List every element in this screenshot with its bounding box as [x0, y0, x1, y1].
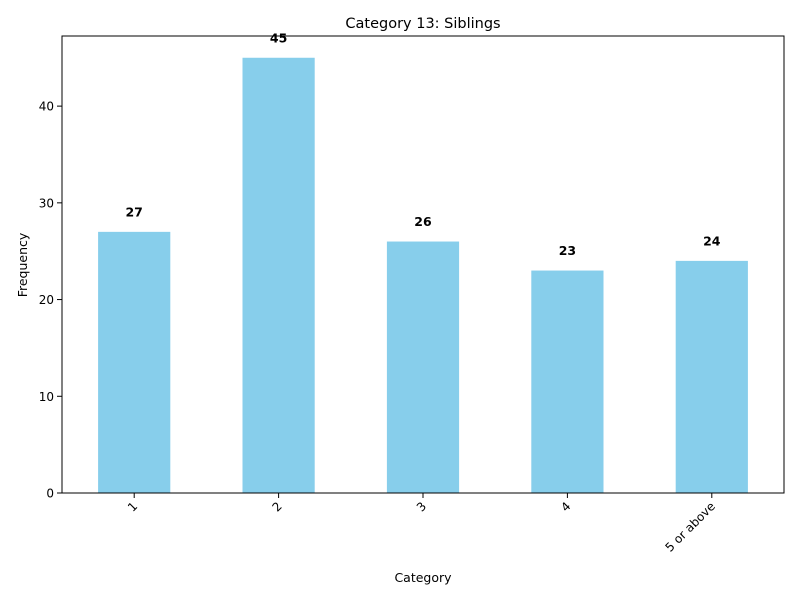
y-tick-label: 40 [39, 100, 54, 114]
y-tick-label: 30 [39, 196, 54, 210]
y-axis-label: Frequency [15, 232, 30, 297]
bar-2 [242, 57, 315, 494]
x-tick-label: 5 or above [663, 499, 718, 554]
x-axis-label: Category [394, 570, 452, 585]
y-tick-label: 20 [39, 293, 54, 307]
x-tick-label: 2 [269, 499, 284, 514]
x-tick-label: 4 [558, 499, 573, 514]
y-axis: 0 10 20 30 40 [39, 100, 62, 501]
y-tick-label: 0 [46, 487, 54, 501]
value-labels-group: 27 45 26 23 24 [125, 30, 720, 258]
y-tick-label: 10 [39, 390, 54, 404]
bar-5 [675, 260, 748, 493]
plot-frame [61, 35, 785, 494]
value-label-4: 23 [559, 243, 576, 258]
value-label-5: 24 [703, 234, 721, 249]
value-label-3: 26 [414, 214, 432, 229]
bar-1 [98, 231, 171, 493]
chart-title: Category 13: Siblings [345, 16, 500, 32]
value-label-2: 45 [270, 30, 287, 45]
bar-4 [531, 270, 604, 493]
x-tick-label: 1 [125, 499, 140, 514]
value-label-1: 27 [125, 205, 142, 220]
x-tick-label: 3 [414, 499, 429, 514]
bar-3 [386, 241, 460, 493]
bars-group [98, 57, 748, 494]
x-axis: 1 2 3 4 5 or above [125, 493, 718, 555]
